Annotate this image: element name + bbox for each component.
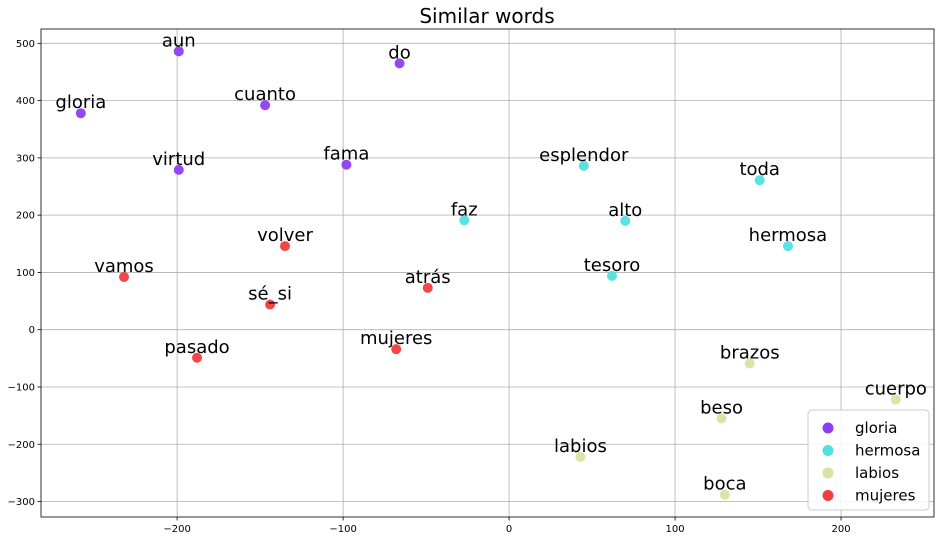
- plot-frame: [40, 28, 935, 518]
- data-point: [260, 100, 271, 111]
- y-tick-label: 0: [29, 325, 35, 336]
- legend-label: gloria: [855, 419, 897, 437]
- data-point: [890, 394, 901, 405]
- data-point: [754, 175, 765, 186]
- data-point: [422, 282, 433, 293]
- point-label: hermosa: [749, 225, 828, 246]
- legend-label: hermosa: [855, 442, 920, 460]
- point-label: faz: [451, 199, 478, 220]
- data-points: [75, 46, 901, 500]
- data-point: [716, 413, 727, 424]
- legend-label: labios: [855, 464, 899, 482]
- data-point: [744, 358, 755, 369]
- point-label: virtud: [152, 149, 205, 170]
- data-point: [391, 344, 402, 355]
- point-label: alto: [608, 200, 642, 221]
- x-tick-label: 200: [832, 524, 851, 535]
- y-tick-label: −200: [8, 440, 35, 451]
- point-label: gloria: [55, 92, 106, 113]
- point-label: aun: [162, 30, 196, 51]
- point-label: brazos: [720, 342, 780, 363]
- point-label: atrás: [405, 267, 451, 288]
- point-label: mujeres: [360, 328, 432, 349]
- x-tick-label: 100: [666, 524, 685, 535]
- point-label: boca: [703, 474, 746, 495]
- data-point: [394, 58, 405, 69]
- data-point: [341, 159, 352, 170]
- y-tick-label: −300: [8, 497, 35, 508]
- chart-title: Similar words: [419, 4, 554, 28]
- data-point: [75, 108, 86, 119]
- data-point: [265, 299, 276, 310]
- data-point: [279, 241, 290, 252]
- data-point: [118, 272, 129, 283]
- point-label: tesoro: [584, 255, 641, 276]
- legend: gloria hermosa labios mujeres: [807, 409, 930, 511]
- y-tick-label: −100: [8, 382, 35, 393]
- data-point: [173, 46, 184, 57]
- data-point: [578, 160, 589, 171]
- legend-marker: [822, 490, 834, 501]
- point-label: labios: [554, 436, 607, 457]
- point-label: do: [388, 42, 410, 63]
- x-tick-label: 0: [506, 524, 512, 535]
- y-tick-label: 200: [16, 211, 35, 222]
- y-tick-label: 500: [16, 39, 35, 50]
- data-point: [719, 489, 730, 500]
- data-point: [192, 352, 203, 363]
- y-tick-label: 400: [16, 96, 35, 107]
- point-label: beso: [700, 397, 743, 418]
- legend-marker: [822, 467, 834, 479]
- data-point: [459, 215, 470, 226]
- x-tick-label: −200: [163, 524, 190, 535]
- point-label: vamos: [94, 256, 154, 277]
- data-point: [173, 164, 184, 175]
- point-labels: aun do gloria cuanto virtud fama esplendor toda…: [55, 30, 927, 494]
- y-tick-label: 100: [16, 268, 35, 279]
- legend-marker: [822, 422, 834, 434]
- point-label: fama: [323, 144, 369, 165]
- grid: [41, 29, 934, 517]
- legend-marker: [822, 445, 834, 456]
- legend-label: mujeres: [855, 487, 916, 505]
- data-point: [575, 451, 586, 462]
- point-label: volver: [257, 225, 313, 246]
- legend-box: [807, 409, 930, 511]
- data-point: [606, 270, 617, 281]
- point-label: sé_si: [248, 284, 292, 305]
- x-tick-label: −100: [329, 524, 356, 535]
- point-label: toda: [739, 159, 780, 180]
- data-point: [620, 215, 631, 226]
- point-label: pasado: [164, 337, 229, 358]
- point-label: esplendor: [539, 145, 629, 166]
- point-label: cuanto: [234, 84, 296, 105]
- axis-ticks: −200 −100 0 100 200 −300 −200 −100 0 100 200 300 400…: [8, 39, 851, 535]
- y-tick-label: 300: [16, 153, 35, 164]
- data-point: [782, 241, 793, 252]
- point-label: cuerpo: [865, 379, 927, 400]
